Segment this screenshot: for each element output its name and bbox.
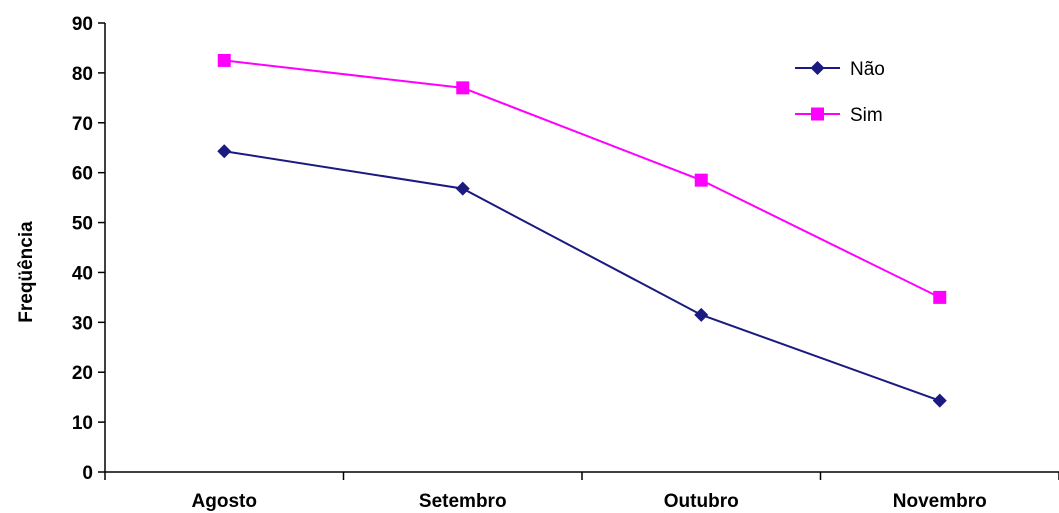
- y-tick-label: 40: [72, 263, 93, 284]
- x-tick-label: Setembro: [419, 491, 507, 512]
- y-tick-label: 50: [72, 214, 93, 235]
- series-line: [224, 59, 941, 299]
- data-point: [932, 393, 947, 408]
- data-point: [217, 144, 232, 159]
- series-nao: [217, 144, 947, 408]
- x-tick-label: Outubro: [664, 491, 739, 512]
- y-tick-label: 30: [72, 313, 93, 334]
- legend-label: Sim: [850, 105, 883, 126]
- tick-labels: 0 10 20 30 40 50 60 70 80 90 Agosto Setembro Outubro…: [72, 14, 987, 512]
- legend-item: Sim: [795, 105, 883, 126]
- series-sim: [217, 53, 947, 304]
- y-tick-label: 20: [72, 363, 93, 384]
- data-point: [694, 307, 709, 322]
- y-tick-label: 10: [72, 413, 93, 434]
- axes: [98, 22, 1059, 480]
- y-tick-label: 90: [72, 14, 93, 35]
- data-point: [933, 290, 947, 304]
- y-tick-label: 0: [82, 463, 93, 484]
- legend-label: Não: [850, 59, 885, 80]
- data-point: [217, 53, 231, 67]
- legend-marker: [811, 107, 824, 121]
- series-lines: [217, 53, 947, 408]
- x-tick-label: Novembro: [893, 491, 987, 512]
- legend: Não Sim: [795, 59, 885, 126]
- series-line: [224, 150, 941, 402]
- legend-item: Não: [795, 59, 885, 80]
- y-axis-title: Freqüência: [16, 221, 37, 323]
- y-tick-label: 60: [72, 164, 93, 185]
- y-tick-label: 80: [72, 64, 93, 85]
- legend-marker: [810, 61, 825, 75]
- y-tick-label: 70: [72, 114, 93, 135]
- x-tick-label: Agosto: [192, 491, 257, 512]
- data-point: [456, 81, 470, 95]
- data-point: [455, 181, 470, 196]
- data-point: [694, 173, 708, 187]
